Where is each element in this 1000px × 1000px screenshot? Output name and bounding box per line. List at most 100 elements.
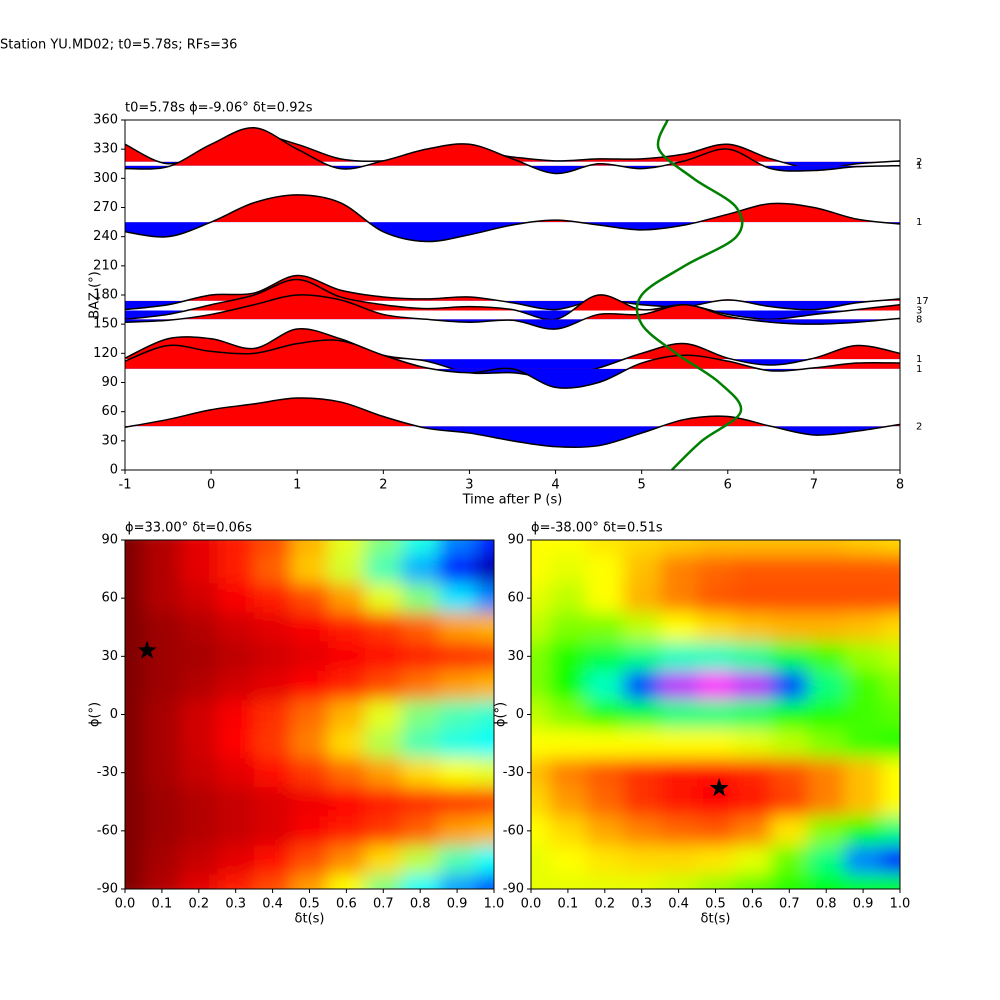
trace-line xyxy=(125,397,900,449)
heatmap-cell xyxy=(143,540,181,556)
x-tick-label: 0.3 xyxy=(631,897,652,912)
heatmap-cell xyxy=(364,874,403,889)
heatmap-cell xyxy=(475,874,494,889)
heatmap-cell xyxy=(401,758,440,788)
heatmap-cell xyxy=(586,670,624,701)
heatmap-cell xyxy=(623,612,661,643)
heatmap-cell xyxy=(623,699,661,730)
y-tick-label: -60 xyxy=(97,823,118,838)
heatmap-cell xyxy=(844,554,883,585)
heatmap-cell xyxy=(549,670,587,701)
x-tick-label: 2 xyxy=(379,478,387,493)
heatmap-cell xyxy=(327,758,366,788)
y-tick-label: 120 xyxy=(93,346,118,361)
positive-fill xyxy=(125,194,900,223)
heatmap-cell xyxy=(327,670,366,701)
heatmap-cell xyxy=(881,874,900,889)
heatmap-cell xyxy=(327,729,366,759)
heatmap-cell xyxy=(807,845,846,875)
heatmap-cell xyxy=(549,699,587,730)
heatmap-cell xyxy=(401,540,440,556)
heatmap-cell xyxy=(364,845,403,875)
heatmap-cell xyxy=(660,583,698,614)
x-tick-label: 0.2 xyxy=(188,897,209,912)
y-tick-label: 270 xyxy=(93,200,118,215)
heatmap-cell xyxy=(733,845,772,875)
heatmap-cell xyxy=(770,641,809,672)
heatmap-cell xyxy=(770,787,809,817)
heatmap-cell xyxy=(180,816,218,846)
heatmap-cell xyxy=(364,540,403,556)
heatmap-cell xyxy=(770,816,809,846)
heatmap-cell xyxy=(125,729,144,759)
heatmap-cell xyxy=(401,641,440,672)
heatmap-cell xyxy=(549,787,587,817)
heatmap-cell xyxy=(401,816,440,846)
y-tick-label: 0 xyxy=(110,463,118,478)
y-tick-label: -90 xyxy=(503,882,524,897)
heatmap-cell xyxy=(770,670,809,701)
x-tick-label: 0.4 xyxy=(262,897,283,912)
heatmap-cell xyxy=(733,874,772,889)
positive-fill xyxy=(125,127,900,166)
y-tick-label: 60 xyxy=(507,591,524,606)
heatmap-cell xyxy=(401,787,440,817)
x-tick-label: 0 xyxy=(207,478,215,493)
heatmap-cell xyxy=(770,874,809,889)
heatmap-cell xyxy=(125,845,144,875)
trace-line xyxy=(125,194,900,243)
heatmap-cell xyxy=(881,699,900,730)
heatmap-cell xyxy=(697,874,735,889)
heatmap-cell xyxy=(844,758,883,788)
trace-count: 2 xyxy=(916,421,922,432)
y-tick-label: 30 xyxy=(101,649,118,664)
heatmap-cell xyxy=(143,874,181,889)
heatmap-cell xyxy=(291,758,329,788)
axes-title: t0=5.78s ϕ=-9.06° δt=0.92s xyxy=(125,101,313,116)
fit-curve xyxy=(635,120,744,470)
heatmap-cell xyxy=(549,729,587,759)
heatmap-cell xyxy=(733,540,772,556)
heatmap-cell xyxy=(844,729,883,759)
heatmap-cell xyxy=(364,729,403,759)
heatmap-cell xyxy=(697,816,735,846)
heatmap-cell xyxy=(586,699,624,730)
trace-count: 3 xyxy=(916,306,922,317)
heatmap-cell xyxy=(660,845,698,875)
y-tick-label: 90 xyxy=(507,533,524,548)
heatmap-cell xyxy=(881,670,900,701)
heatmap-cell xyxy=(807,554,846,585)
heatmap-cell xyxy=(586,540,624,556)
heatmap-cell xyxy=(733,729,772,759)
heatmap-cell xyxy=(438,874,477,889)
heatmap-cell xyxy=(217,874,255,889)
heatmap-cell xyxy=(327,816,366,846)
heatmap-cell xyxy=(844,670,883,701)
heatmap-cell xyxy=(586,612,624,643)
heatmap-cell xyxy=(475,758,494,788)
heatmap-cell xyxy=(586,787,624,817)
axes-title: ϕ=-38.00° δt=0.51s xyxy=(531,521,663,536)
heatmap-cell xyxy=(143,670,181,701)
heatmap-cell xyxy=(254,670,292,701)
heatmap-cell xyxy=(697,845,735,875)
x-tick-label: 3 xyxy=(465,478,473,493)
heatmap-cell xyxy=(549,583,587,614)
heatmap-cell xyxy=(807,816,846,846)
x-tick-label: 0.7 xyxy=(779,897,800,912)
x-tick-label: 7 xyxy=(810,478,818,493)
heatmap-cell xyxy=(125,554,144,585)
heatmap-cell xyxy=(180,874,218,889)
heatmap-cell xyxy=(125,787,144,817)
heatmap-cell xyxy=(125,583,144,614)
heatmap-cell xyxy=(475,845,494,875)
heatmap-cell xyxy=(364,612,403,643)
heatmap-cell xyxy=(291,583,329,614)
heatmap-cell xyxy=(291,554,329,585)
x-tick-label: 0.1 xyxy=(558,897,579,912)
heatmap-cell xyxy=(327,641,366,672)
heatmap-cell xyxy=(881,612,900,643)
heatmap-cell xyxy=(531,583,550,614)
heatmap-cell xyxy=(180,670,218,701)
heatmap-cell xyxy=(125,874,144,889)
